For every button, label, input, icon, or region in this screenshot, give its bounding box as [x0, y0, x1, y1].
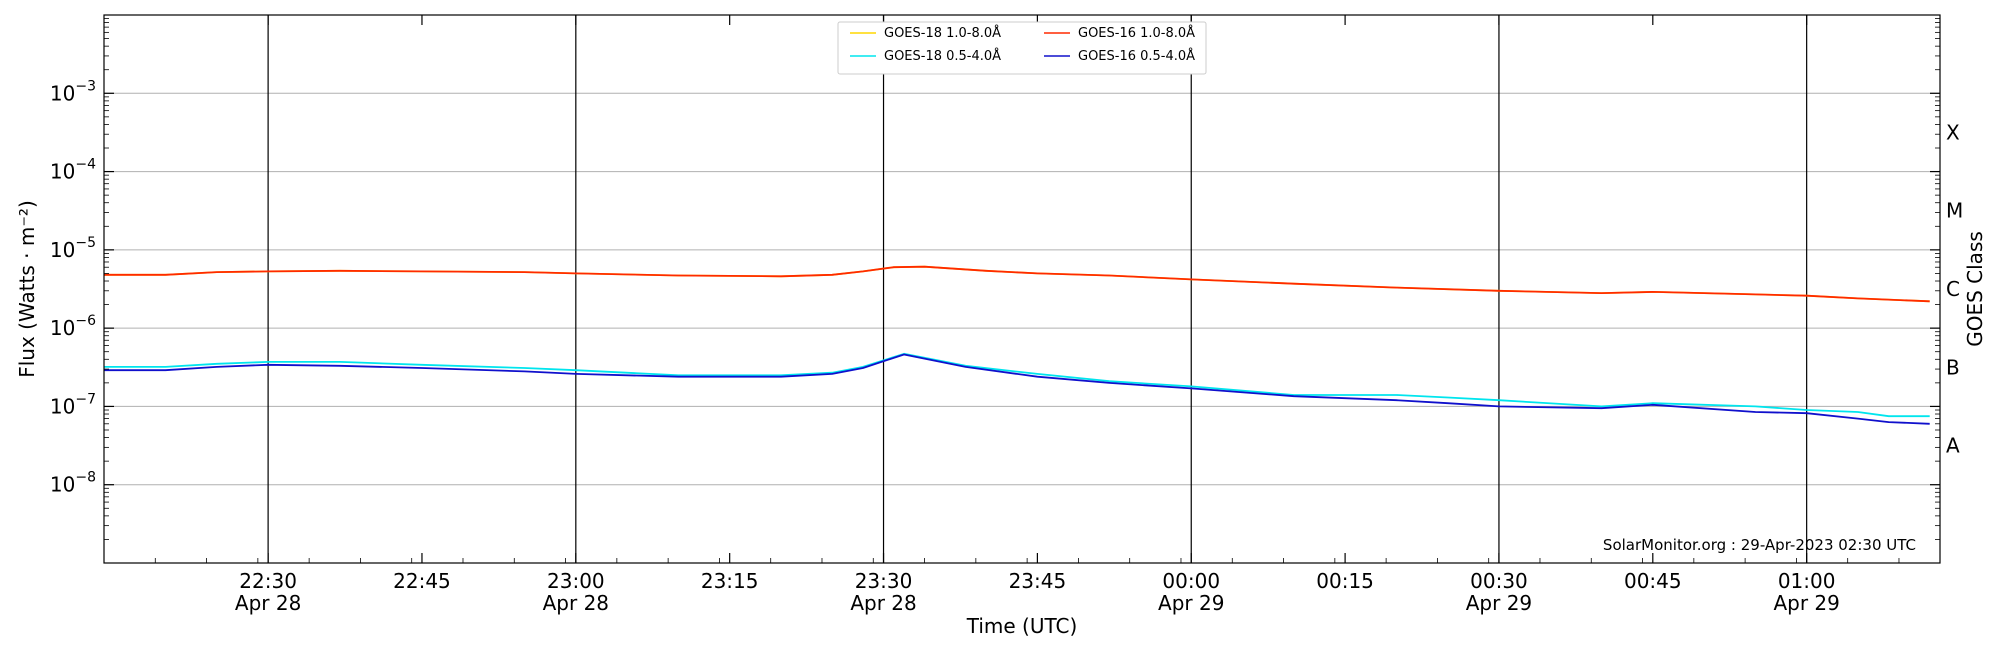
y-tick-label: 10−6: [50, 313, 96, 340]
x-tick-label: 23:15: [701, 569, 759, 593]
x-tick-label: 01:00: [1778, 569, 1836, 593]
legend-label: GOES-18 0.5-4.0Å: [884, 48, 1001, 64]
y-tick-label: 10−5: [50, 235, 96, 262]
series-lines: [104, 265, 1930, 425]
y-axis-title: Flux (Watts · m⁻²): [15, 200, 39, 378]
x-tick-label: 00:30: [1470, 569, 1528, 593]
goes-class-label: A: [1946, 434, 1960, 458]
x-tick-date-label: Apr 28: [235, 591, 301, 615]
x-tick-label: 00:15: [1316, 569, 1374, 593]
x-tick-date-label: Apr 29: [1158, 591, 1224, 615]
x-tick-label: 23:45: [1009, 569, 1067, 593]
x-tick-date-label: Apr 28: [543, 591, 609, 615]
credit-text: SolarMonitor.org : 29-Apr-2023 02:30 UTC: [1603, 536, 1916, 554]
x-tick-label: 00:00: [1162, 569, 1220, 593]
legend-box: [837, 21, 1207, 75]
right-axis-title: GOES Class: [1963, 231, 1987, 347]
goes-class-labels: A B C M X: [1946, 120, 1963, 457]
y-tick-label: 10−8: [50, 470, 96, 497]
x-tick-date-label: Apr 29: [1466, 591, 1532, 615]
goes-class-label: X: [1946, 120, 1960, 144]
y-axis-ticks: 10−8 10−7 10−6 10−5 10−4 10−3: [50, 18, 1940, 540]
goes-class-label: B: [1946, 355, 1960, 379]
goes-class-label: C: [1946, 277, 1960, 301]
vertical-grid: [267, 15, 1808, 563]
plot-background: [104, 15, 1940, 563]
series-line-2: [104, 265, 1930, 303]
x-tick-label: 00:45: [1624, 569, 1682, 593]
y-tick-label: 10−3: [50, 78, 96, 105]
legend-label: GOES-18 1.0-8.0Å: [884, 25, 1001, 41]
y-tick-label: 10−7: [50, 391, 96, 418]
x-tick-label: 22:30: [239, 569, 297, 593]
legend-label: GOES-16 1.0-8.0Å: [1078, 25, 1195, 41]
y-tick-label: 10−4: [50, 157, 96, 184]
legend: GOES-18 1.0-8.0Å GOES-18 0.5-4.0Å GOES-16 …: [837, 21, 1207, 75]
x-tick-label: 23:00: [547, 569, 605, 593]
series-line-3: [104, 353, 1930, 425]
legend-label: GOES-16 0.5-4.0Å: [1078, 48, 1195, 64]
plot-frame: [103, 14, 1941, 564]
x-tick-date-label: Apr 29: [1773, 591, 1839, 615]
x-tick-date-label: Apr 28: [850, 591, 916, 615]
x-tick-label: 22:45: [393, 569, 451, 593]
goes-class-label: M: [1946, 199, 1963, 223]
x-axis-title: Time (UTC): [966, 614, 1078, 638]
x-tick-label: 23:30: [855, 569, 913, 593]
series-line-1: [104, 352, 1930, 418]
